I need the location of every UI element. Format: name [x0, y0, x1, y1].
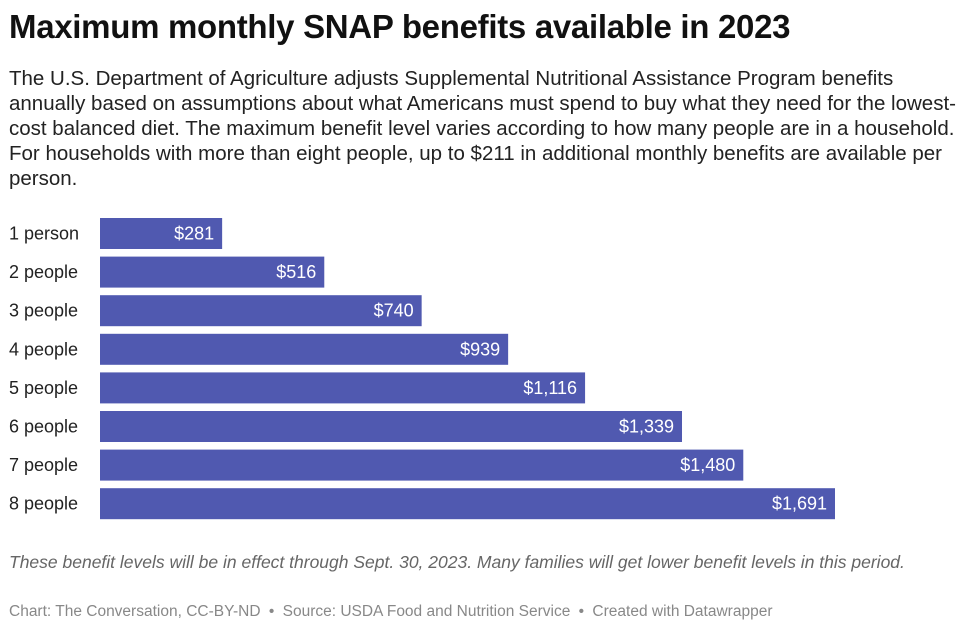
bar-chart: 1 person $281 2 people $516 3 people $740 4 pe…	[9, 218, 835, 520]
category-label: 4 people	[9, 339, 78, 359]
bar	[100, 372, 586, 404]
value-label: $516	[276, 262, 316, 282]
source-credit: Source: USDA Food and Nutrition Service	[282, 603, 571, 620]
bar	[100, 488, 835, 520]
value-label: $1,691	[772, 494, 827, 514]
category-label: 8 people	[9, 494, 78, 514]
value-label: $1,116	[523, 378, 577, 398]
chart-description: The U.S. Department of Agriculture adjus…	[9, 67, 956, 190]
bar	[100, 218, 223, 249]
bar	[100, 256, 325, 288]
category-label: 1 person	[9, 224, 79, 244]
value-label: $740	[374, 301, 414, 321]
footer-separator: •	[578, 603, 585, 620]
chart-footer: Chart: The Conversation, CC-BY-ND • Sour…	[9, 603, 772, 621]
created-with-credit: Created with Datawrapper	[592, 603, 773, 620]
value-label: $1,480	[680, 455, 735, 475]
bar	[100, 411, 683, 442]
category-label: 6 people	[9, 417, 78, 437]
value-label: $281	[174, 224, 214, 244]
category-label: 7 people	[9, 455, 78, 475]
category-label: 5 people	[9, 378, 78, 398]
value-label: $1,339	[619, 417, 674, 437]
bar	[100, 295, 422, 327]
value-label: $939	[460, 339, 500, 359]
category-label: 2 people	[9, 262, 78, 282]
chart-credit: Chart: The Conversation, CC-BY-ND	[9, 603, 261, 620]
footer-separator: •	[268, 603, 275, 620]
bar	[100, 333, 509, 365]
chart-notes: These benefit levels will be in effect t…	[9, 552, 905, 572]
bar	[100, 449, 744, 481]
category-label: 3 people	[9, 301, 78, 321]
chart-title: Maximum monthly SNAP benefits available …	[9, 8, 791, 45]
